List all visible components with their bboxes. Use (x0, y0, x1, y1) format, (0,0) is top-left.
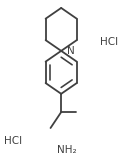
Text: HCl: HCl (4, 136, 22, 146)
Text: NH₂: NH₂ (57, 145, 77, 155)
Text: HCl: HCl (100, 37, 118, 47)
Text: N: N (67, 46, 75, 56)
